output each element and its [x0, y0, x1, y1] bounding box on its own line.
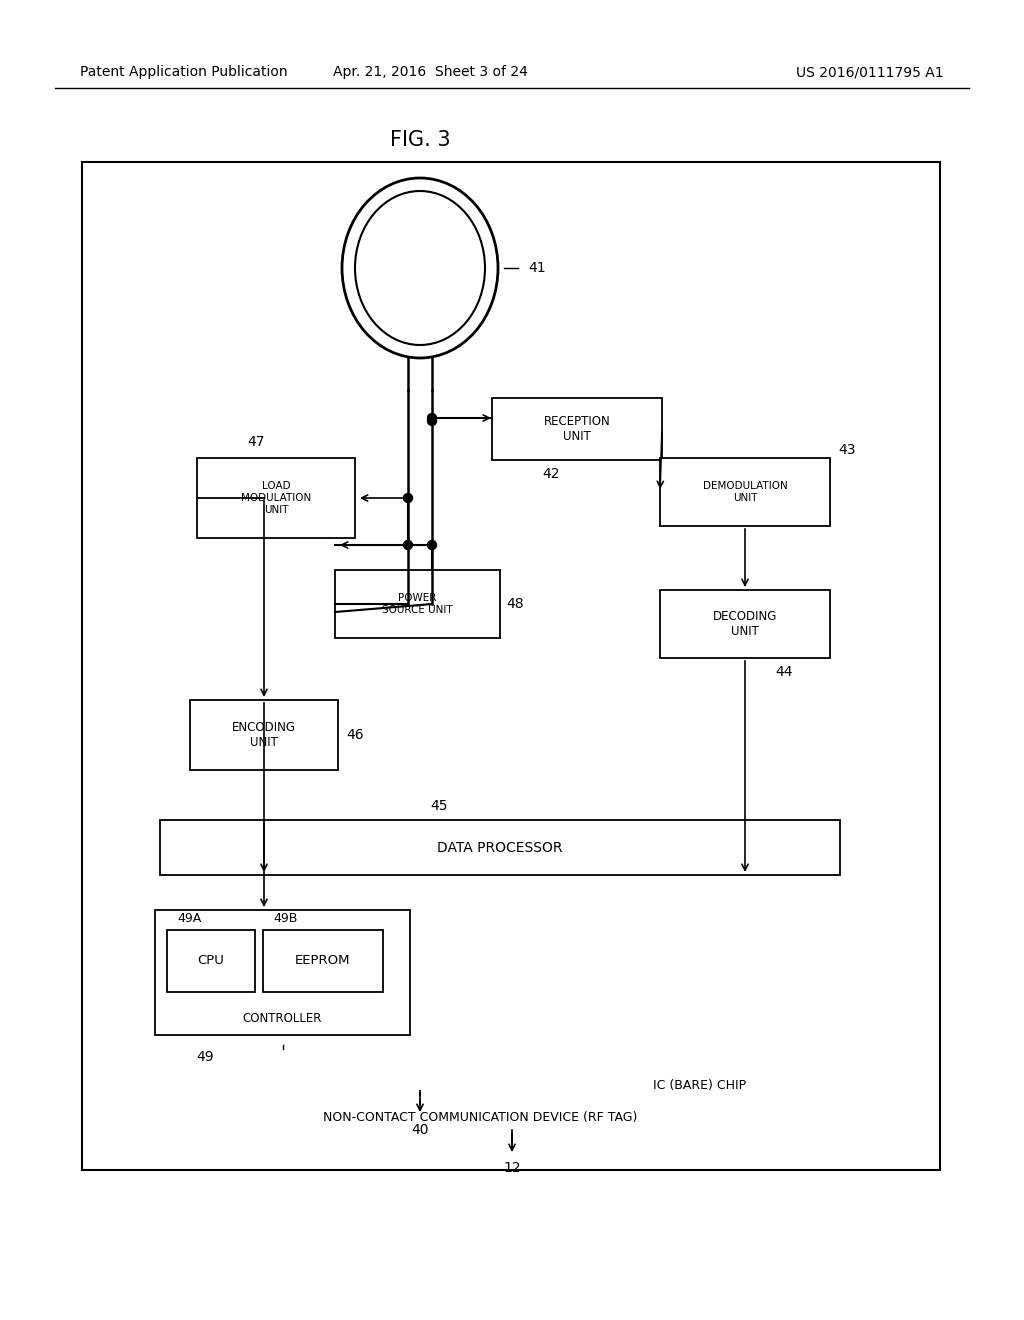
Text: 49B: 49B: [273, 912, 297, 924]
Text: LOAD
MODULATION
UNIT: LOAD MODULATION UNIT: [241, 482, 311, 515]
Text: NON-CONTACT COMMUNICATION DEVICE (RF TAG): NON-CONTACT COMMUNICATION DEVICE (RF TAG…: [323, 1111, 637, 1125]
Bar: [660, 458, 830, 525]
Text: 43: 43: [838, 444, 855, 457]
Text: 12: 12: [503, 1162, 521, 1175]
Circle shape: [427, 540, 436, 549]
Text: CONTROLLER: CONTROLLER: [243, 1012, 323, 1026]
Text: IC (BARE) CHIP: IC (BARE) CHIP: [653, 1078, 746, 1092]
Text: DATA PROCESSOR: DATA PROCESSOR: [437, 841, 563, 854]
Ellipse shape: [355, 191, 485, 345]
Circle shape: [427, 413, 436, 422]
Circle shape: [427, 417, 436, 425]
Text: Apr. 21, 2016  Sheet 3 of 24: Apr. 21, 2016 Sheet 3 of 24: [333, 65, 527, 79]
Text: DECODING
UNIT: DECODING UNIT: [713, 610, 777, 638]
Text: POWER
SOURCE UNIT: POWER SOURCE UNIT: [382, 593, 453, 615]
Text: 40: 40: [412, 1123, 429, 1137]
Text: 46: 46: [346, 729, 364, 742]
Text: 44: 44: [775, 665, 793, 678]
Text: 41: 41: [528, 261, 546, 275]
Text: Patent Application Publication: Patent Application Publication: [80, 65, 288, 79]
Text: 48: 48: [506, 597, 523, 611]
Text: 42: 42: [542, 467, 559, 480]
Bar: [167, 931, 255, 993]
Circle shape: [403, 494, 413, 503]
Bar: [492, 399, 662, 459]
Text: DEMODULATION
UNIT: DEMODULATION UNIT: [702, 482, 787, 503]
Bar: [155, 909, 410, 1035]
Text: 49A: 49A: [177, 912, 202, 924]
Bar: [190, 700, 338, 770]
Bar: [263, 931, 383, 993]
Text: EEPROM: EEPROM: [295, 954, 351, 968]
Text: FIG. 3: FIG. 3: [390, 129, 451, 150]
Bar: [108, 370, 916, 1090]
Text: ENCODING
UNIT: ENCODING UNIT: [232, 721, 296, 748]
Bar: [335, 570, 500, 638]
Bar: [660, 590, 830, 657]
Bar: [160, 820, 840, 875]
Text: 47: 47: [247, 436, 264, 449]
Text: CPU: CPU: [198, 954, 224, 968]
Text: 45: 45: [430, 799, 447, 813]
Text: RECEPTION
UNIT: RECEPTION UNIT: [544, 414, 610, 444]
Bar: [197, 458, 355, 539]
Text: US 2016/0111795 A1: US 2016/0111795 A1: [797, 65, 944, 79]
Text: 49: 49: [197, 1049, 214, 1064]
Circle shape: [403, 540, 413, 549]
Bar: [82, 162, 940, 1170]
